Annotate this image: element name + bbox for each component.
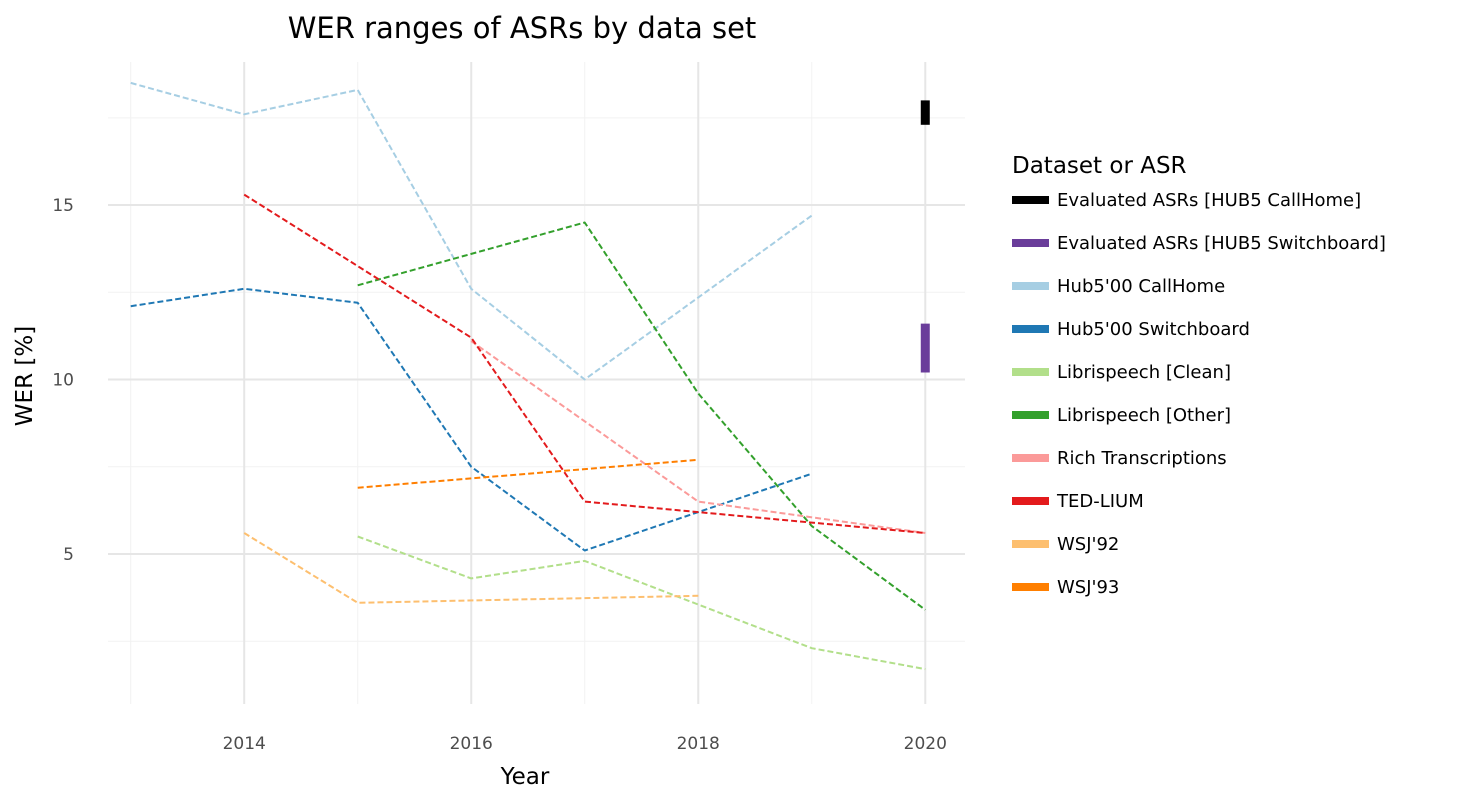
y-axis-title: WER [%] — [12, 326, 38, 426]
x-axis-title: Year — [500, 764, 550, 790]
x-axis-ticks: 2014 2016 2018 2020 — [223, 734, 947, 754]
series-line — [357, 458, 699, 489]
legend-label: Evaluated ASRs [HUB5 Switchboard] — [1057, 233, 1386, 254]
series-line — [130, 287, 813, 552]
legend-label: Evaluated ASRs [HUB5 CallHome] — [1057, 190, 1361, 211]
legend-title: Dataset or ASR — [1012, 153, 1187, 179]
x-tick-label: 2020 — [904, 734, 947, 754]
legend-label: Librispeech [Clean] — [1057, 362, 1231, 383]
x-tick-label: 2016 — [450, 734, 493, 754]
major-gridlines — [108, 62, 965, 704]
legend-item: Hub5'00 Switchboard — [1012, 319, 1250, 340]
x-tick-label: 2018 — [677, 734, 720, 754]
legend-item: Evaluated ASRs [HUB5 Switchboard] — [1012, 233, 1386, 254]
series-line — [470, 340, 926, 534]
y-tick-label: 15 — [52, 196, 74, 216]
legend-item: Librispeech [Clean] — [1012, 362, 1231, 383]
x-tick-label: 2014 — [223, 734, 266, 754]
legend-label: WSJ'93 — [1057, 577, 1119, 598]
legend-item: Rich Transcriptions — [1012, 448, 1227, 469]
legend-label: Librispeech [Other] — [1057, 405, 1231, 426]
legend: Dataset or ASR Evaluated ASRs [HUB5 Call… — [1012, 153, 1386, 598]
legend-items: Evaluated ASRs [HUB5 CallHome] Evaluated … — [1012, 190, 1386, 598]
legend-label: Hub5'00 Switchboard — [1057, 319, 1250, 340]
y-tick-label: 10 — [52, 371, 74, 391]
y-axis-ticks: 5 10 15 — [52, 196, 74, 565]
legend-item: TED-LIUM — [1012, 491, 1144, 512]
series-line — [357, 221, 926, 611]
series-line — [243, 532, 699, 604]
y-tick-label: 5 — [63, 545, 74, 565]
series-line — [243, 193, 926, 534]
series-lines — [130, 81, 926, 671]
minor-gridlines — [108, 62, 965, 704]
chart-title: WER ranges of ASRs by data set — [288, 11, 757, 45]
legend-item: WSJ'93 — [1012, 577, 1119, 598]
legend-item: Librispeech [Other] — [1012, 405, 1231, 426]
legend-label: WSJ'92 — [1057, 534, 1119, 555]
legend-label: Hub5'00 CallHome — [1057, 276, 1225, 297]
legend-item: WSJ'92 — [1012, 534, 1119, 555]
legend-label: TED-LIUM — [1056, 491, 1144, 512]
legend-item: Hub5'00 CallHome — [1012, 276, 1225, 297]
legend-item: Evaluated ASRs [HUB5 CallHome] — [1012, 190, 1361, 211]
legend-label: Rich Transcriptions — [1057, 448, 1227, 469]
series-line — [357, 535, 926, 671]
